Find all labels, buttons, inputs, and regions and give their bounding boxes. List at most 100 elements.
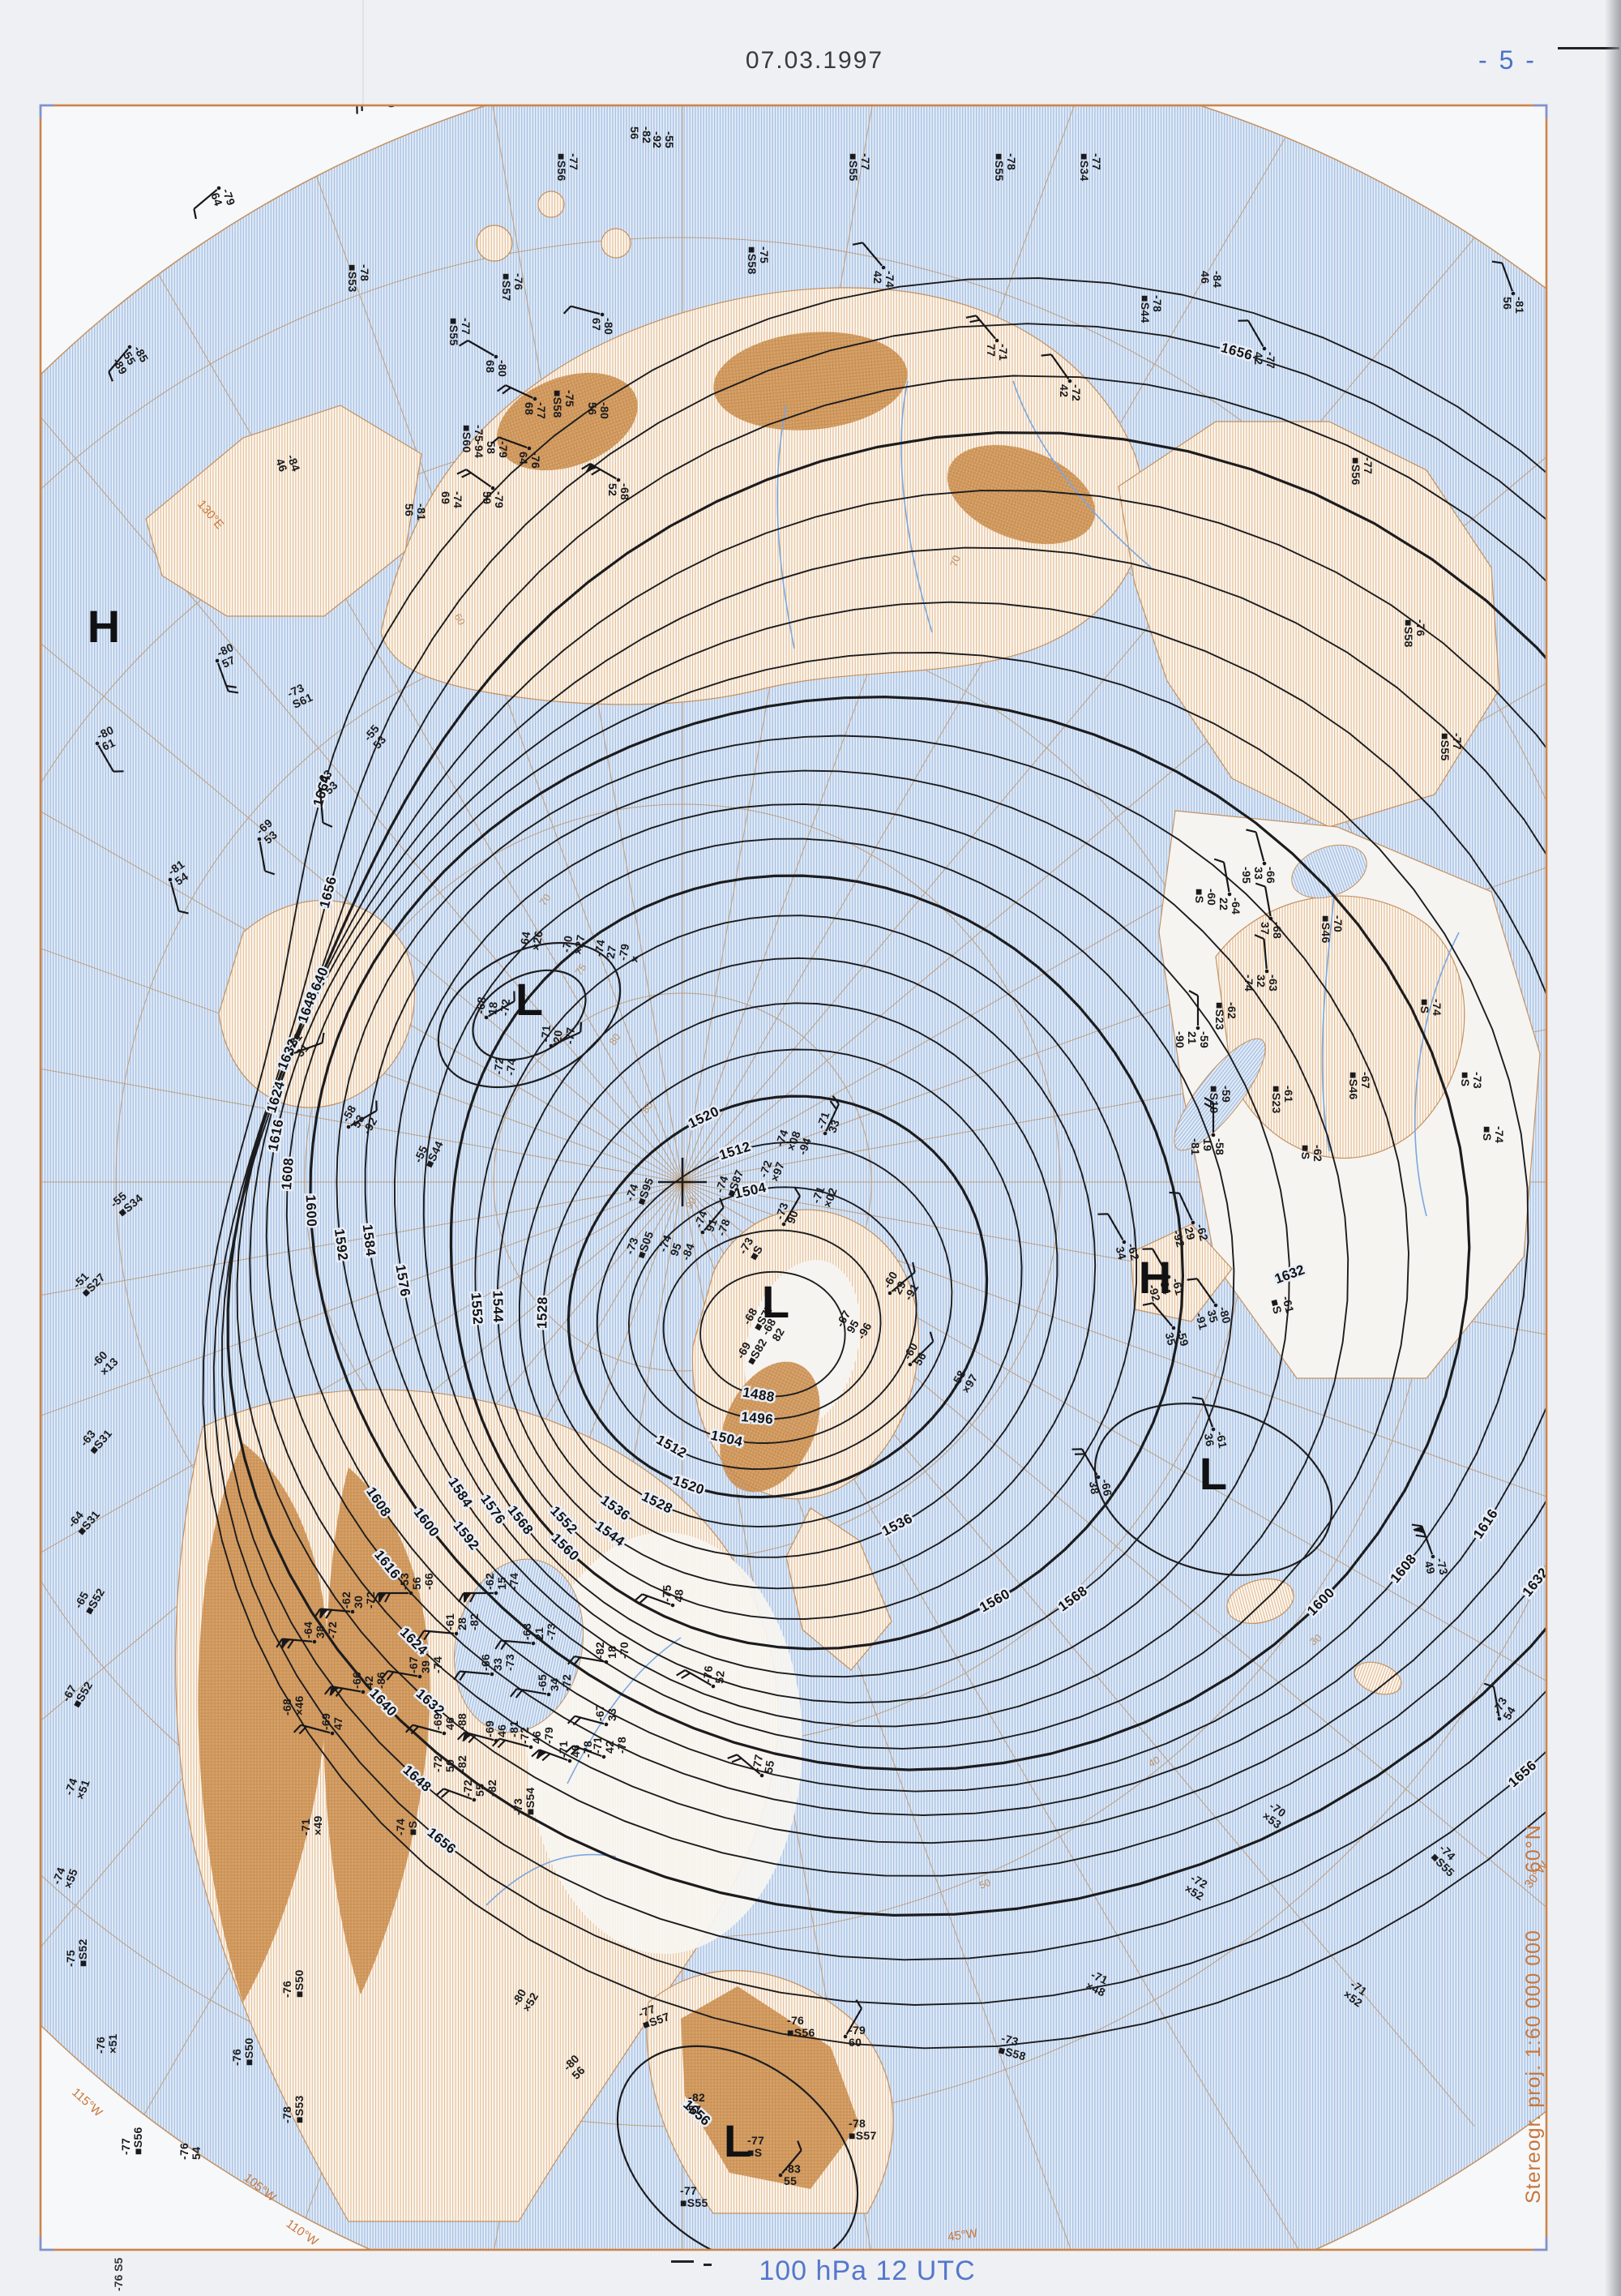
height-contours xyxy=(202,277,1546,2250)
station-dot xyxy=(318,788,323,793)
station-values: -75■S58 xyxy=(551,390,576,418)
wind-barb-feather xyxy=(373,1592,379,1603)
station-temperature: -77 xyxy=(1090,153,1103,170)
station-temperature: -78 xyxy=(849,2117,866,2130)
station-temperature: -69 xyxy=(431,1713,444,1730)
station-dot xyxy=(494,354,498,359)
projection-label: Stereogr. proj. 1:60 000 000 xyxy=(1522,1930,1545,2204)
wind-barb-shaft xyxy=(259,841,267,872)
wind-barb xyxy=(456,1731,498,1744)
station-plot: -61 28 -82 xyxy=(417,1613,481,1641)
wind-barb-feather xyxy=(1255,882,1266,888)
station-secondary-value: -73 xyxy=(545,1623,558,1640)
station-temperature: -73 xyxy=(622,1236,640,1256)
station-plot: -76 ■S50 xyxy=(230,2037,255,2066)
station-temperature: -60 xyxy=(1205,889,1218,906)
station-value: ■S23 xyxy=(1213,1002,1226,1030)
station-value: 54 xyxy=(190,2147,203,2160)
station-plot: -72-74 xyxy=(491,1057,518,1077)
station-value: 42 xyxy=(362,1676,375,1689)
station-dot xyxy=(472,1797,477,1802)
station-secondary-value: -74 xyxy=(431,1656,444,1673)
station-plot: -74■S xyxy=(394,1818,419,1836)
station-secondary-value: -72 xyxy=(364,1591,377,1608)
station-value: 95 xyxy=(844,1317,862,1335)
station-plot: -69 47 xyxy=(293,1713,344,1736)
station-value: 55 xyxy=(762,1759,777,1775)
station-plot: -77■S55 xyxy=(847,153,872,182)
wind-barb-feather xyxy=(298,1725,307,1735)
station-secondary-value: -79 xyxy=(542,1727,555,1744)
wind-barb xyxy=(634,1593,675,1608)
corner-registration-mark xyxy=(39,2237,53,2251)
station-values: -73■S xyxy=(1459,1072,1484,1089)
wind-barb xyxy=(1254,934,1269,974)
station-dot xyxy=(1431,1554,1435,1559)
station-value: ■S xyxy=(406,1821,419,1836)
contour-line xyxy=(596,1142,953,1471)
station-values: -64×26 xyxy=(517,930,545,952)
wind-barb-shaft xyxy=(1107,1213,1124,1240)
station-value: ■S57 xyxy=(849,2129,877,2142)
wind-barb-shaft xyxy=(169,881,180,911)
station-plot: -82 18 -70 xyxy=(567,1642,631,1666)
station-values: -78■S57 xyxy=(849,2117,877,2142)
river xyxy=(1012,380,1152,568)
wind-barb-shaft xyxy=(1201,1399,1214,1428)
station-plot: -62■S23 xyxy=(1213,1002,1238,1030)
station-temperature: -84 xyxy=(284,452,302,473)
station-value: ■S58 xyxy=(746,246,759,275)
station-values: -70■S46 xyxy=(1319,915,1345,944)
graticule-degree-label: 70 xyxy=(537,892,553,907)
wind-barb-feather xyxy=(228,690,239,694)
contour-label: 1608 xyxy=(279,1157,297,1190)
station-temperature: -74 xyxy=(712,1174,730,1194)
wind-barb xyxy=(908,1331,935,1367)
wind-barb-feather xyxy=(178,910,189,915)
wind-barb-feather xyxy=(386,1671,395,1681)
station-dot xyxy=(601,1754,606,1759)
station-values: -78■S53 xyxy=(346,264,371,293)
meridian-line xyxy=(41,565,683,1183)
station-plot: -74■S xyxy=(1481,1126,1506,1143)
meridian-line xyxy=(41,1181,683,1604)
wind-barb-feather xyxy=(423,1630,431,1641)
station-secondary-value: -77 xyxy=(562,1026,577,1044)
station-secondary-value: -72 xyxy=(498,998,512,1016)
wind-barb-feather xyxy=(513,991,515,1002)
station-dot xyxy=(843,2034,848,2039)
station-values: -72 50 -82 xyxy=(431,1755,468,1772)
station-temperature: -55 xyxy=(663,131,676,148)
station-temperature: -67 xyxy=(407,1656,420,1673)
station-temperature: -74 xyxy=(772,1128,790,1148)
station-dot xyxy=(604,1722,609,1727)
station-temperature: -78 xyxy=(1005,153,1018,170)
mexico-sierra xyxy=(681,1986,859,2189)
station-value: 64 xyxy=(208,191,225,208)
station-values: -76 ■S50 xyxy=(280,1969,306,1998)
station-value: ■S23 xyxy=(1270,1086,1283,1114)
river xyxy=(567,1637,682,1784)
station-values: -74■S xyxy=(1418,999,1444,1016)
graticule-degree-label: 80 xyxy=(607,1031,622,1047)
station-dot xyxy=(490,1672,494,1677)
station-value: ×02 xyxy=(820,1186,839,1210)
station-temperature: -80 xyxy=(602,318,615,335)
station-value: 90 xyxy=(784,1209,801,1226)
station-temperature: -79 xyxy=(616,942,631,962)
station-value: ■S50 xyxy=(293,1969,306,1998)
wind-barb xyxy=(1169,1191,1195,1225)
